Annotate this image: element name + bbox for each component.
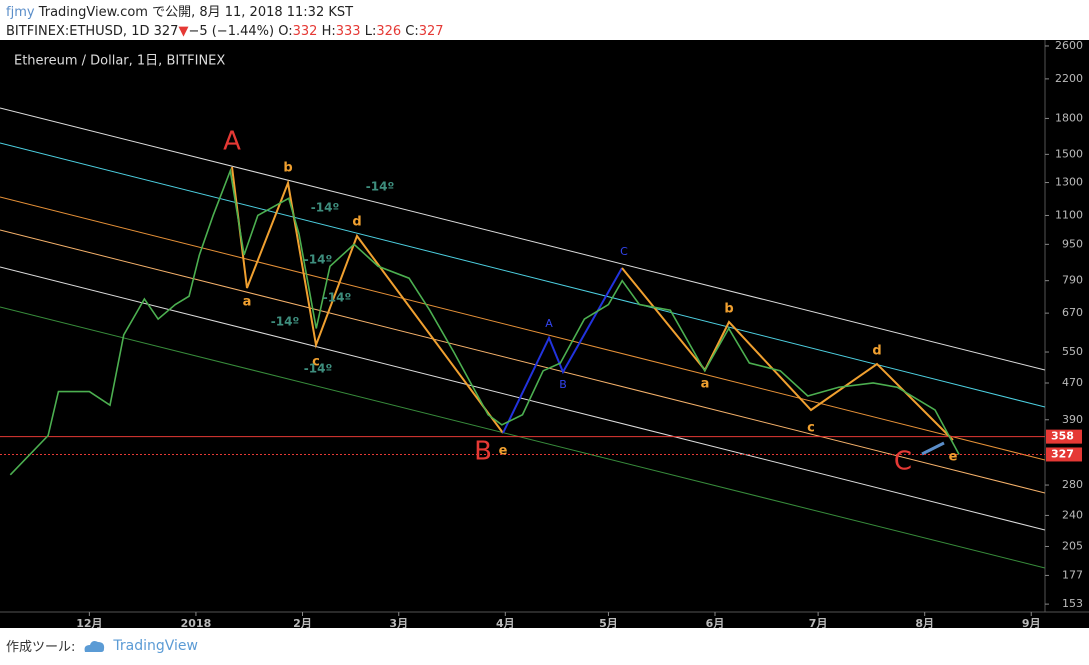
y-tick-label: 550	[1062, 345, 1083, 358]
header-line: fjmy TradingView.com で公開, 8月 11, 2018 11…	[6, 3, 444, 22]
symbol: BITFINEX:ETHUSD, 1D 327	[6, 24, 179, 39]
ohlc-label: O:	[278, 24, 293, 39]
y-tick-label: 153	[1062, 597, 1083, 610]
wave-label: -14º	[271, 315, 300, 329]
wave-label: C	[620, 245, 628, 258]
channels	[0, 107, 1045, 569]
wave-label: B	[559, 378, 567, 391]
footer-label: 作成ツール:	[6, 640, 76, 655]
ohlc-value: 326	[376, 24, 402, 39]
wave-label: -14º	[311, 201, 340, 215]
wave-label: -14º	[304, 362, 333, 376]
footer: 作成ツール: TradingView	[6, 636, 198, 656]
y-tick-label: 1100	[1055, 208, 1083, 221]
chart-title: Ethereum / Dollar, 1日, BITFINEX	[14, 54, 225, 69]
wave-label: -14º	[323, 291, 352, 305]
y-tick-label: 1800	[1055, 111, 1083, 124]
channel-line	[0, 229, 1045, 494]
wave-label: A	[223, 127, 241, 157]
wave-label: a	[243, 295, 252, 310]
y-tick-label: 950	[1062, 237, 1083, 250]
wave	[621, 267, 954, 441]
y-tick-label: 1500	[1055, 147, 1083, 160]
price-label: 358	[1051, 430, 1074, 443]
y-tick-label: 240	[1062, 508, 1083, 521]
chart: Ethereum / Dollar, 1日, BITFINEX 2600 2200…	[0, 40, 1089, 628]
ohlc-label: C:	[405, 24, 419, 39]
price-label-box	[1046, 429, 1082, 444]
x-tick-label: 9月	[1022, 617, 1041, 628]
ohlc: O:332 H:333 L:326 C:327	[278, 24, 443, 39]
wave-label: e	[499, 444, 508, 459]
ohlc-label: L:	[364, 24, 377, 39]
wave-label: -14º	[366, 180, 395, 194]
ohlc-value: 327	[418, 24, 444, 39]
wave-label: -14º	[304, 253, 333, 267]
brand: TradingView	[113, 637, 198, 654]
channel-line	[0, 196, 1045, 461]
ohlc-value: 333	[335, 24, 361, 39]
header: fjmy TradingView.com で公開, 8月 11, 2018 11…	[6, 3, 444, 41]
arrow	[921, 441, 945, 456]
channel-line	[0, 266, 1045, 531]
price-line-series	[9, 167, 960, 476]
y-tick-label: 1300	[1055, 176, 1083, 189]
x-tick-label: 2018	[181, 617, 212, 628]
x-tick-label: 2月	[293, 617, 312, 628]
price-label-box	[1046, 447, 1082, 462]
arrow: ▼	[178, 24, 189, 39]
x-tick-label: 4月	[496, 617, 515, 628]
x-tick-label: 12月	[76, 617, 102, 628]
wave-label: b	[724, 302, 733, 317]
y-tick-label: 280	[1062, 478, 1083, 491]
logo	[84, 640, 105, 652]
channel-line	[0, 306, 1045, 569]
wave-label: d	[352, 215, 361, 230]
wave-label: c	[312, 355, 320, 370]
y-tick-label: 390	[1062, 413, 1083, 426]
channel-line	[0, 142, 1045, 408]
x-tick-label: 7月	[809, 617, 828, 628]
x-tick-label: 6月	[706, 617, 725, 628]
user: fjmy	[6, 5, 35, 20]
x-tick-label: 3月	[389, 617, 408, 628]
wave-label: c	[807, 421, 815, 436]
channel-line	[0, 107, 1045, 371]
wave-label: e	[949, 450, 958, 465]
wave-label: d	[872, 344, 881, 359]
y-tick-label: 205	[1062, 539, 1083, 552]
ohlc-value: 332	[292, 24, 318, 39]
x-tick-label: 8月	[915, 617, 934, 628]
y-tick-label: 2200	[1055, 72, 1083, 85]
y-tick-label: 470	[1062, 376, 1083, 389]
wave	[231, 166, 504, 434]
y-tick-label: 670	[1062, 306, 1083, 319]
y-tick-label: 2600	[1055, 40, 1083, 52]
wave-label: A	[545, 317, 553, 330]
wave-label: B	[474, 437, 492, 467]
wave	[502, 267, 623, 434]
header-line: BITFINEX:ETHUSD, 1D 327▼−5 (−1.44%) O:33…	[6, 22, 444, 41]
change: −5 (−1.44%)	[188, 24, 275, 39]
published: TradingView.com で公開, 8月 11, 2018 11:32 K…	[38, 5, 354, 20]
wave-label: b	[283, 161, 292, 176]
ohlc-label: H:	[321, 24, 336, 39]
price-label: 327	[1051, 447, 1074, 460]
wave-label: C	[894, 447, 912, 477]
x-tick-label: 5月	[599, 617, 618, 628]
y-tick-label: 790	[1062, 274, 1083, 287]
y-tick-label: 177	[1062, 568, 1083, 581]
wave-label: a	[701, 377, 710, 392]
